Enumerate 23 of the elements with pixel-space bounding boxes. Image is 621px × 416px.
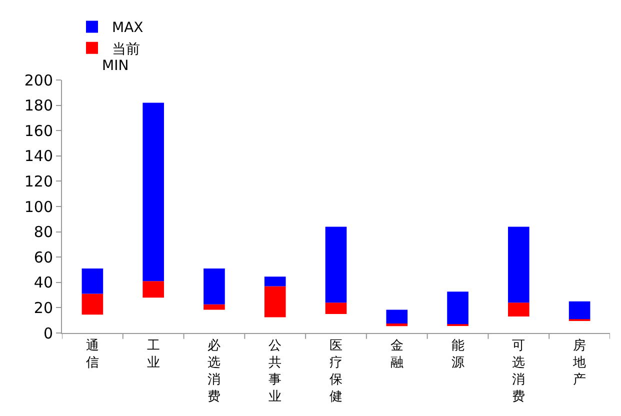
x-tick-label: 金融 (390, 338, 404, 370)
y-tick-label: 0 (43, 324, 53, 342)
x-tick-label: 通信 (86, 338, 99, 370)
legend-label: 当前 (112, 41, 140, 58)
x-tick-label: 能源 (451, 338, 464, 370)
x-tick-label: 工业 (146, 338, 160, 370)
y-tick-label: 100 (24, 198, 53, 216)
y-tick-label: 160 (24, 122, 53, 140)
y-tick-label: 200 (24, 71, 53, 90)
x-tick-label: 公共事业 (268, 338, 282, 404)
y-tick-label: 140 (24, 147, 53, 166)
y-tick-label: 80 (34, 223, 53, 242)
x-tick-label: 医疗保健 (330, 338, 342, 404)
x-tick-label: 可选消费 (512, 338, 526, 404)
y-tick-label: 60 (34, 248, 53, 266)
y-tick-label: 120 (24, 172, 53, 190)
y-tick-label: 180 (24, 96, 53, 115)
legend-label: MAX (112, 20, 144, 36)
y-tick-label: 20 (34, 298, 53, 317)
text: MIN (102, 58, 129, 74)
x-tick-label: 房地产 (572, 338, 586, 388)
y-tick-label: 40 (34, 274, 53, 292)
x-tick-label: 必选消费 (208, 338, 221, 404)
